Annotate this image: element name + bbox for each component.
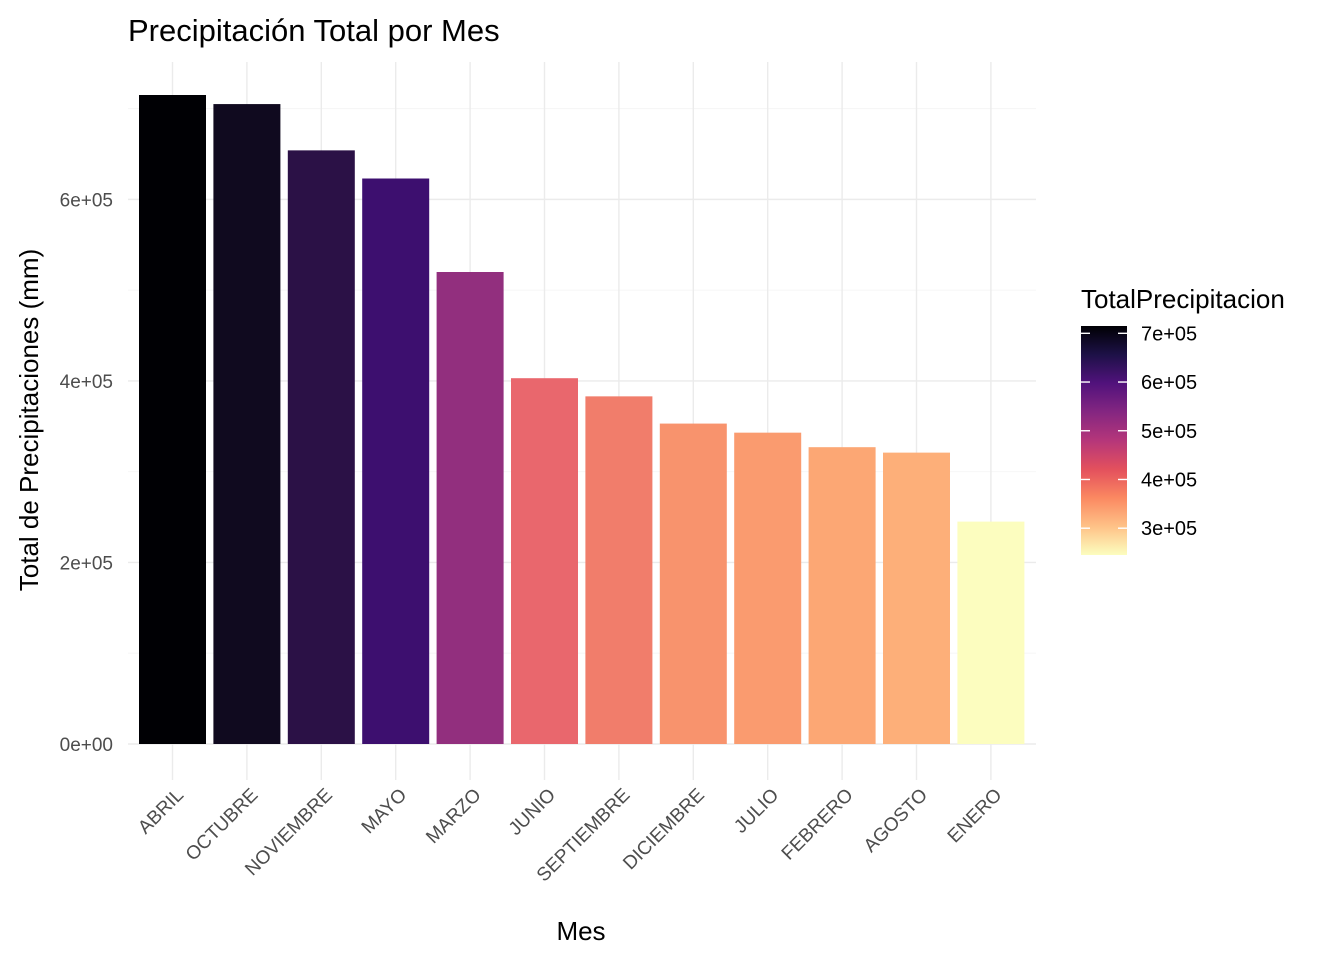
legend-tick-label: 6e+05 [1141,372,1197,394]
x-tick-label: ABRIL [134,785,188,839]
bar-enero [957,521,1025,744]
x-tick-label: JULIO [730,785,783,838]
bar-agosto [883,452,950,744]
legend-tick-label: 5e+05 [1141,421,1197,443]
bar-mayo [362,178,430,744]
x-tick-label: MAYO [358,785,411,838]
legend-tick-label: 3e+05 [1141,518,1197,540]
bar-octubre [213,104,281,745]
bar-abril [139,95,206,744]
legend-title: TotalPrecipitacion [1081,284,1285,314]
x-tick-label: OCTUBRE [182,785,263,866]
bar-julio [734,432,802,744]
x-tick-label: ENERO [944,785,1007,848]
y-axis-ticks: 0e+00 2e+05 4e+05 6e+05 [60,190,113,756]
x-tick-label: AGOSTO [860,785,932,857]
bar-diciembre [659,423,727,744]
bar-marzo [436,272,504,744]
y-tick-label: 4e+05 [60,372,113,393]
x-tick-label: MARZO [422,785,485,848]
chart-title: Precipitación Total por Mes [128,13,500,48]
y-tick-label: 2e+05 [60,553,113,574]
legend-tick-label: 4e+05 [1141,469,1197,491]
y-axis-title: Total de Precipitaciones (mm) [14,249,44,591]
y-tick-label: 6e+05 [60,190,113,211]
bar-febrero [808,447,876,744]
x-axis-title: Mes [556,916,605,946]
y-tick-label: 0e+00 [60,735,113,756]
legend-ticks: 7e+05 6e+05 5e+05 4e+05 3e+05 [1081,323,1197,540]
bar-junio [511,378,578,744]
bar-septiembre [585,396,653,744]
legend-tick-label: 7e+05 [1141,323,1197,345]
legend-colorbar [1081,326,1127,555]
bar-noviembre [287,150,355,744]
bars [139,95,1025,745]
x-tick-label: FEBRERO [778,785,858,865]
x-tick-label: JUNIO [505,785,560,840]
legend: TotalPrecipitacion 7e+05 6e+05 5e+05 4e+05 3… [1081,284,1285,555]
